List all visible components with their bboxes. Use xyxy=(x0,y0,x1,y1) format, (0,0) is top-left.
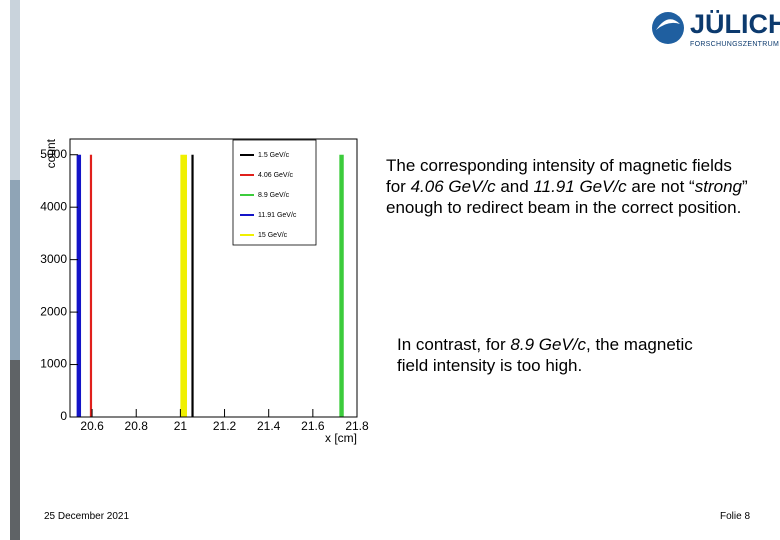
legend-label: 1.5 GeV/c xyxy=(258,152,290,159)
paragraph: In contrast, for 8.9 GeV/c, the magnetic… xyxy=(397,334,727,376)
x-axis-label: x [cm] xyxy=(325,431,357,445)
text: In contrast, for xyxy=(397,335,511,354)
side-strip xyxy=(10,0,20,180)
text: are not “ xyxy=(626,177,695,196)
chart: 0 1000 2000 3000 4000 5000 20.6 20.8 21 21.2 21.4 2… xyxy=(40,138,369,445)
logo-icon xyxy=(652,12,684,44)
logo-subtitle: FORSCHUNGSZENTRUM xyxy=(690,41,779,48)
y-tick-label: 3000 xyxy=(40,252,67,266)
text: The corresponding intensity of magnetic … xyxy=(386,156,732,196)
bar xyxy=(76,154,82,418)
text: strong xyxy=(694,177,742,196)
text: 4.06 GeV/c xyxy=(410,177,496,196)
text: and xyxy=(495,177,534,196)
x-tick-label: 21.4 xyxy=(257,419,281,433)
plot-frame xyxy=(69,138,358,418)
x-tick-label: 21.6 xyxy=(301,419,325,433)
y-tick-label: 5000 xyxy=(40,147,67,161)
x-tick-label: 20.8 xyxy=(125,419,149,433)
footer-date: 25 December 2021 xyxy=(44,511,130,522)
logo-icon-swoosh xyxy=(656,19,680,30)
text: , the magnetic field intensity is too hi… xyxy=(397,335,693,375)
paragraph: The corresponding intensity of magnetic … xyxy=(386,155,756,218)
x-tick-label: 20.6 xyxy=(80,419,104,433)
x-tick-label: 21 xyxy=(174,419,188,433)
text: 8.9 GeV/c xyxy=(510,335,586,354)
x-tick-label: 21.2 xyxy=(213,419,237,433)
bar xyxy=(339,154,344,418)
y-tick-label: 0 xyxy=(60,409,67,423)
legend-label: 8.9 GeV/c xyxy=(258,192,290,199)
x-tick-label: 21.8 xyxy=(345,419,369,433)
y-axis-label: count xyxy=(44,138,58,168)
side-strip xyxy=(10,180,20,360)
side-strip xyxy=(10,360,20,540)
legend-label: 11.91 GeV/c xyxy=(258,212,297,219)
text: 11.91 GeV/c xyxy=(533,177,627,196)
y-tick-label: 1000 xyxy=(40,357,67,371)
y-tick-label: 4000 xyxy=(40,199,67,213)
legend-label: 4.06 GeV/c xyxy=(258,172,294,179)
text: ” enough to redirect beam in the correct… xyxy=(386,177,748,217)
bar xyxy=(180,154,188,418)
legend-label: 15 GeV/c xyxy=(258,232,288,239)
y-tick-label: 2000 xyxy=(40,304,67,318)
bar xyxy=(191,154,194,418)
bar xyxy=(89,154,93,418)
logo-name: JÜLICH xyxy=(690,9,780,39)
footer-page: Folie 8 xyxy=(719,511,750,522)
legend-box xyxy=(232,139,317,246)
